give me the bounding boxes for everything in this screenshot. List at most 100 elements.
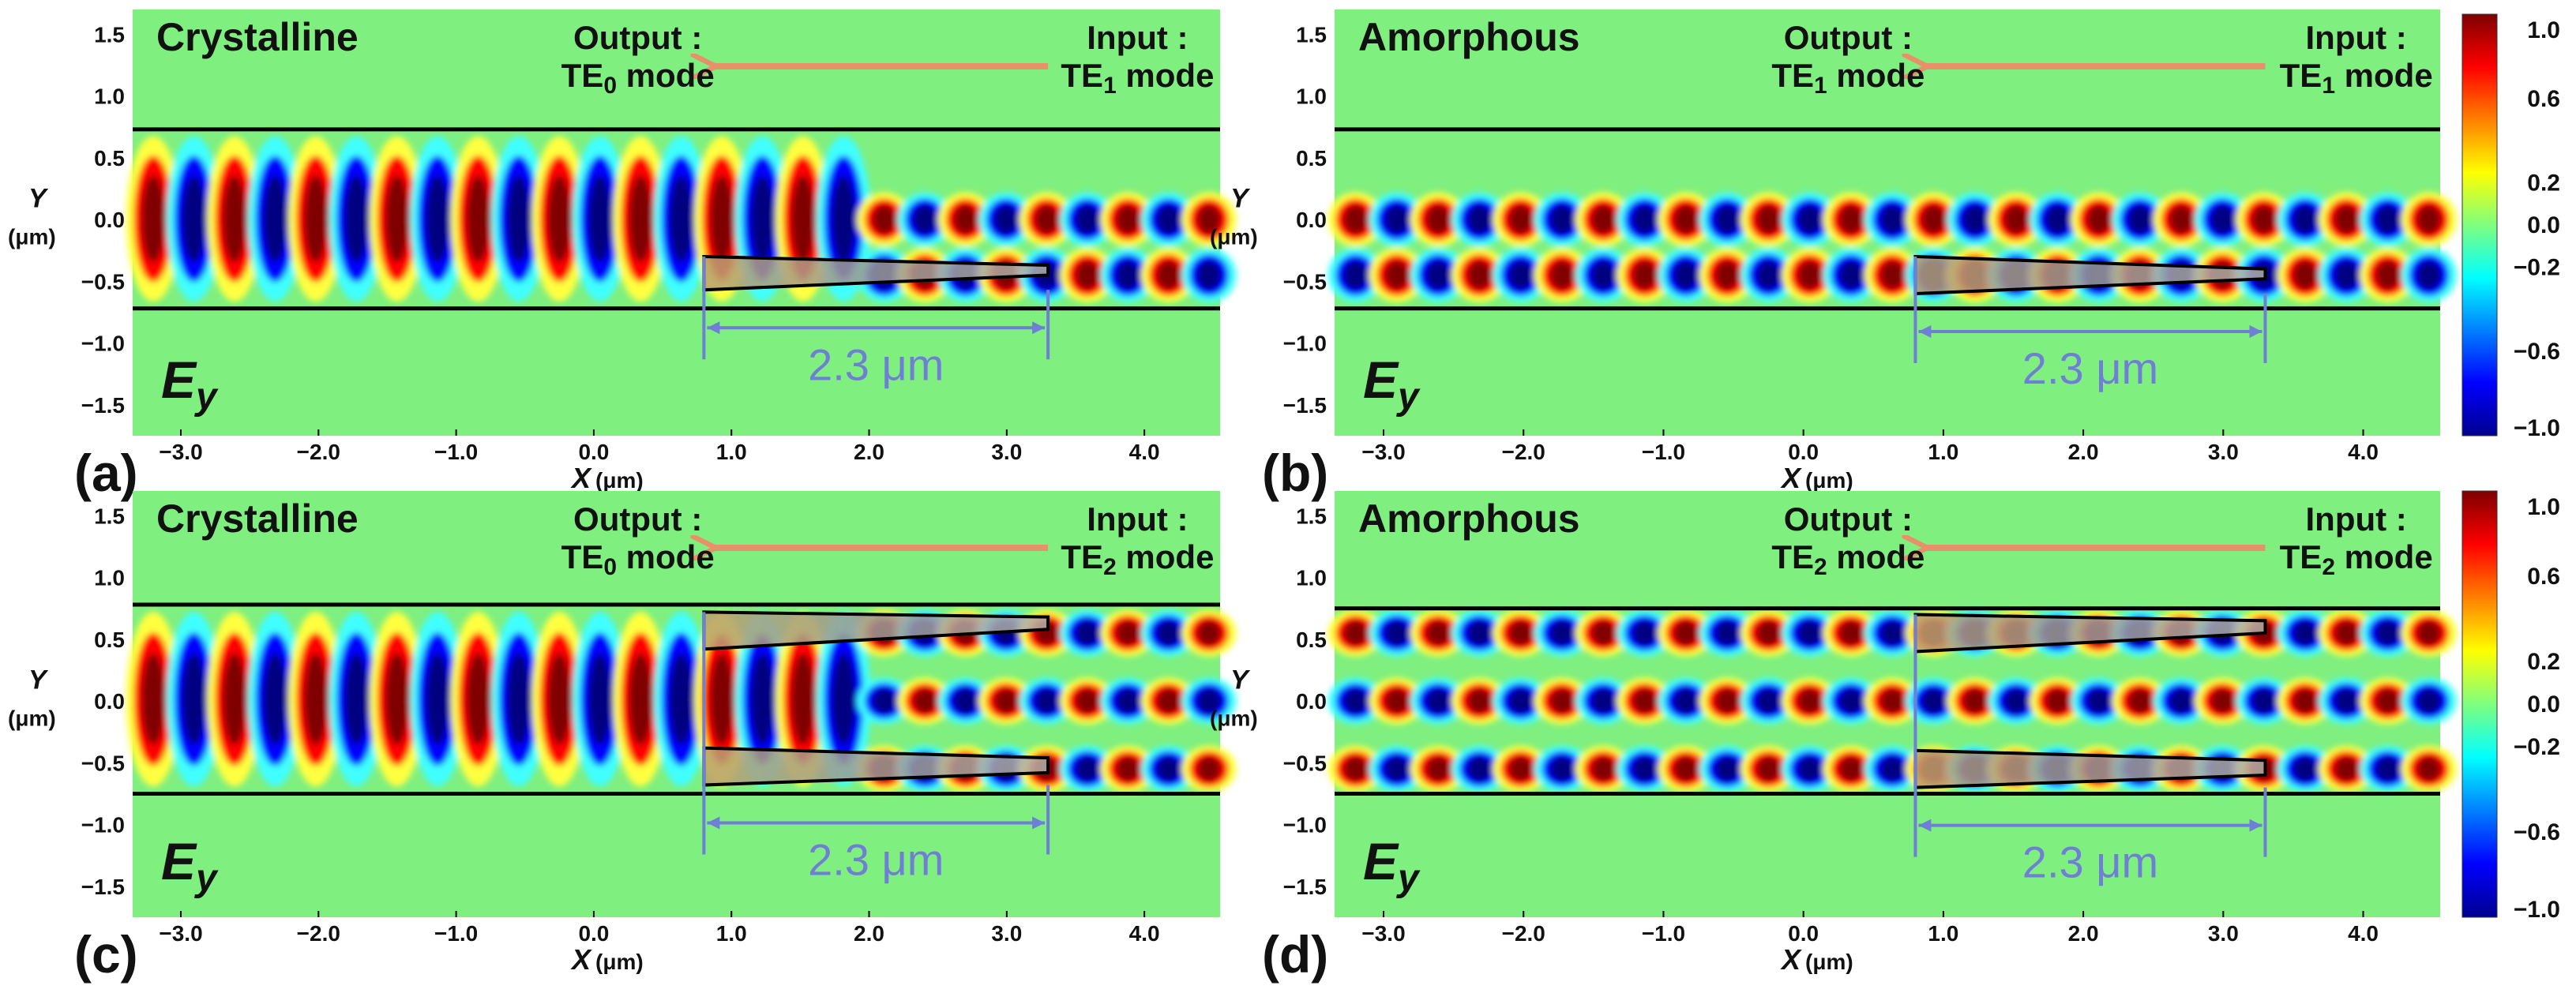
x-tick-label: −1.0 (434, 440, 478, 464)
x-tick-label: 2.0 (2068, 440, 2099, 464)
y-tick-label: −0.5 (1283, 269, 1327, 294)
x-tick-label: 2.0 (2068, 921, 2099, 946)
field-lobe-core (547, 175, 572, 263)
colorbar-gradient (2461, 13, 2498, 437)
input-label: Input : (2306, 19, 2407, 56)
field-lobe-core (1591, 260, 1616, 290)
field-lobe-core (1116, 620, 1140, 646)
field-lobe-core (2210, 205, 2235, 234)
field-lobe-core (2334, 205, 2359, 234)
taper-length-label: 2.3 μm (2022, 343, 2158, 393)
measure-arrow-right (1032, 321, 1046, 335)
y-axis-unit: (μm) (1210, 224, 1258, 249)
field-lobe-core (466, 653, 490, 745)
field-lobe-core (1343, 620, 1368, 646)
colorbar-tick-label: −0.2 (2514, 734, 2560, 760)
measure-arrow-left (707, 816, 720, 830)
input-mode: TE2 mode (1061, 538, 1214, 580)
y-axis-ticks: 1.5 1.0 0.5 0.0 −0.5 −1.0 −1.5 (1283, 504, 1327, 899)
field-lobe-core (1075, 260, 1099, 290)
field-lobe-core (1756, 205, 1781, 234)
panel-title: Crystalline (156, 15, 359, 59)
field-lobe-core (1035, 688, 1059, 714)
field-lobe-core (1384, 260, 1409, 290)
field-lobe-core (344, 175, 369, 263)
field-lobe-core (1921, 688, 1946, 714)
field-lobe-core (1797, 620, 1822, 646)
field-lobe-core (2292, 205, 2318, 234)
output-label: Output : (1784, 19, 1913, 56)
taper-length-indicator (702, 612, 1050, 855)
measure-arrow-left (1918, 819, 1932, 832)
colorbar-tick-label: 0.2 (2527, 170, 2560, 197)
field-lobe-core (2416, 260, 2441, 290)
field-lobe-core (1467, 620, 1492, 646)
output-label: Output : (573, 500, 702, 538)
x-tick-label: 1.0 (1928, 440, 1958, 464)
field-lobe-core (1467, 260, 1492, 290)
field-lobe-core (1426, 620, 1451, 646)
y-tick-label: 1.0 (94, 566, 125, 590)
field-lobe-core (1549, 756, 1575, 781)
field-lobe-core (507, 653, 531, 745)
field-lobe-core (1797, 756, 1822, 781)
x-tick-label: −2.0 (297, 440, 340, 464)
panel-d: Amorphous Output : TE2 mode Input : TE2 … (1210, 491, 2457, 984)
input-label: Input : (1087, 500, 1188, 538)
measure-arrow-right (2249, 819, 2262, 832)
input-label: Input : (2306, 500, 2407, 538)
field-lobe-core (1156, 260, 1181, 290)
taper-length-label: 2.3 μm (808, 835, 944, 885)
field-lobe-core (2003, 205, 2029, 234)
field-lobe-core (1343, 205, 1368, 234)
colorbar-tick-label: −0.2 (2514, 254, 2560, 280)
field-lobe-core (1632, 688, 1657, 714)
panel-c: Crystalline Output : TE0 mode Input : TE… (8, 491, 1237, 984)
y-axis-ticks: 1.5 1.0 0.5 0.0 −0.5 −1.0 −1.5 (81, 22, 125, 418)
field-lobe-core (1197, 205, 1221, 234)
field-lobe-core (1880, 688, 1905, 714)
field-lobe-core (1116, 756, 1140, 781)
field-lobe-core (2334, 260, 2359, 290)
field-lobe-core (2086, 205, 2111, 234)
colorbar-tick-label: 1.0 (2527, 494, 2560, 520)
field-lobe-core (1632, 756, 1657, 781)
x-tick-label: 0.0 (1788, 921, 1819, 946)
field-lobe-core (263, 653, 287, 745)
colorbar-tick-label: −1.0 (2514, 897, 2560, 923)
y-axis-label: Y (1230, 665, 1251, 695)
y-tick-label: 1.5 (1296, 504, 1327, 528)
x-tick-label: 1.0 (716, 921, 747, 946)
field-lobe-core (1797, 688, 1822, 714)
y-tick-label: 1.0 (94, 84, 125, 109)
field-lobe-core (1384, 205, 1409, 234)
y-tick-label: −1.0 (81, 813, 125, 838)
y-tick-label: −1.5 (1283, 393, 1327, 418)
colorbar-ticks: 1.0 0.6 0.2 0.0 −0.2 −0.6 −1.0 (2514, 494, 2560, 923)
field-lobe-core (1880, 260, 1905, 290)
field-lobe-core (2169, 205, 2194, 234)
y-tick-label: −1.0 (1283, 332, 1327, 356)
field-lobe-core (1756, 260, 1781, 290)
field-lobe-core (2334, 756, 2359, 781)
field-lobe-core (1673, 688, 1698, 714)
field-lobe-core (2292, 756, 2318, 781)
field-lobe-core (304, 653, 328, 745)
field-lobe-core (710, 175, 734, 263)
field-lobe-core (1673, 260, 1698, 290)
field-lobe-core (629, 175, 652, 263)
x-tick-label: −3.0 (1361, 921, 1405, 946)
colorbar-tick-label: −1.0 (2514, 415, 2560, 441)
taper-length-indicator (1913, 614, 2267, 857)
field-lobe-core (1116, 688, 1140, 714)
field-lobe-core (1197, 260, 1221, 290)
field-lobe-core (1673, 620, 1698, 646)
input-mode: TE1 mode (1061, 57, 1214, 99)
field-lobe-core (1508, 205, 1533, 234)
field-lobe-core (588, 175, 612, 263)
field-lobe-core (1197, 756, 1221, 781)
field-lobe-core (994, 688, 1018, 714)
field-lobe-core (1880, 205, 1905, 234)
x-tick-label: −1.0 (1642, 440, 1685, 464)
